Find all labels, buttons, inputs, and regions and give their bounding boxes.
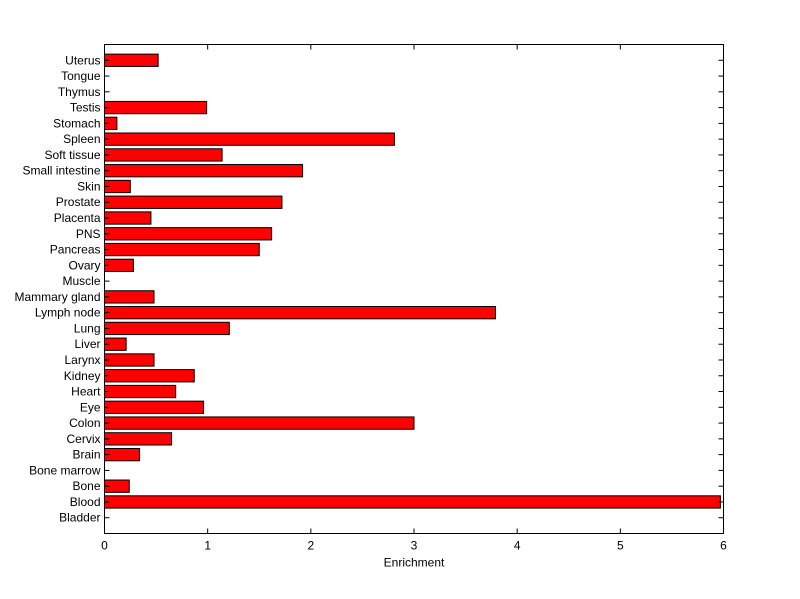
bar-pns (104, 227, 273, 241)
bar-brain (104, 447, 141, 462)
bar-lymph-node (104, 306, 497, 320)
category-label: Testis (70, 101, 101, 115)
bar-testis (104, 100, 208, 115)
category-label: Bone marrow (29, 463, 101, 477)
bar-soft-tissue (104, 148, 223, 162)
bar-kidney (104, 369, 195, 383)
x-tick-label: 6 (720, 539, 727, 553)
x-tick-label: 1 (204, 539, 211, 553)
category-label: Colon (69, 416, 100, 430)
x-axis-title: Enrichment (384, 556, 445, 570)
bar-prostate (104, 195, 283, 209)
category-label: Brain (72, 448, 100, 462)
category-label: Small intestine (22, 164, 100, 178)
category-label: Bladder (59, 511, 100, 525)
x-tick-label: 2 (307, 539, 314, 553)
category-label: Blood (70, 495, 101, 509)
category-label: Placenta (54, 211, 101, 225)
bar-heart (104, 384, 177, 399)
category-label: Kidney (64, 369, 101, 383)
bar-blood (104, 495, 721, 509)
category-label: Larynx (64, 353, 100, 367)
x-tick-label: 0 (101, 539, 108, 553)
bar-spleen (104, 132, 395, 146)
bar-cervix (104, 432, 173, 446)
x-tick-labels: 0 1 2 3 4 5 6 (101, 539, 727, 553)
bar-eye (104, 400, 205, 414)
plot-frame (104, 44, 724, 534)
bars-group (104, 53, 721, 509)
category-label: Soft tissue (44, 148, 100, 162)
category-label: Pancreas (50, 243, 101, 257)
tick-marks (104, 44, 724, 534)
category-label: Thymus (58, 85, 101, 99)
bar-pancreas (104, 242, 260, 257)
x-tick-label: 3 (411, 539, 418, 553)
bar-uterus (104, 53, 159, 67)
category-label: Eye (80, 400, 101, 414)
category-label: Mammary gland (14, 290, 100, 304)
x-tick-label: 5 (617, 539, 624, 553)
category-label: Cervix (66, 432, 100, 446)
x-tick-label: 4 (514, 539, 521, 553)
bar-colon (104, 416, 415, 430)
category-label: Bone (72, 479, 100, 493)
category-label: Lung (74, 321, 101, 335)
category-label: Muscle (62, 274, 100, 288)
category-label: Uterus (65, 53, 100, 67)
category-label: Ovary (68, 258, 100, 272)
bar-larynx (104, 353, 155, 367)
bar-mammary-gland (104, 290, 155, 304)
category-label: Lymph node (35, 306, 101, 320)
category-label: Stomach (53, 116, 100, 130)
category-label: Spleen (63, 132, 100, 146)
bar-small-intestine (104, 164, 304, 178)
category-label: PNS (76, 227, 101, 241)
category-label: Tongue (61, 69, 101, 83)
category-label: Prostate (56, 195, 101, 209)
category-label: Skin (77, 179, 100, 193)
category-label: Heart (71, 385, 101, 399)
bar-placenta (104, 211, 152, 225)
bar-lung (104, 321, 230, 336)
category-label: Liver (74, 337, 100, 351)
